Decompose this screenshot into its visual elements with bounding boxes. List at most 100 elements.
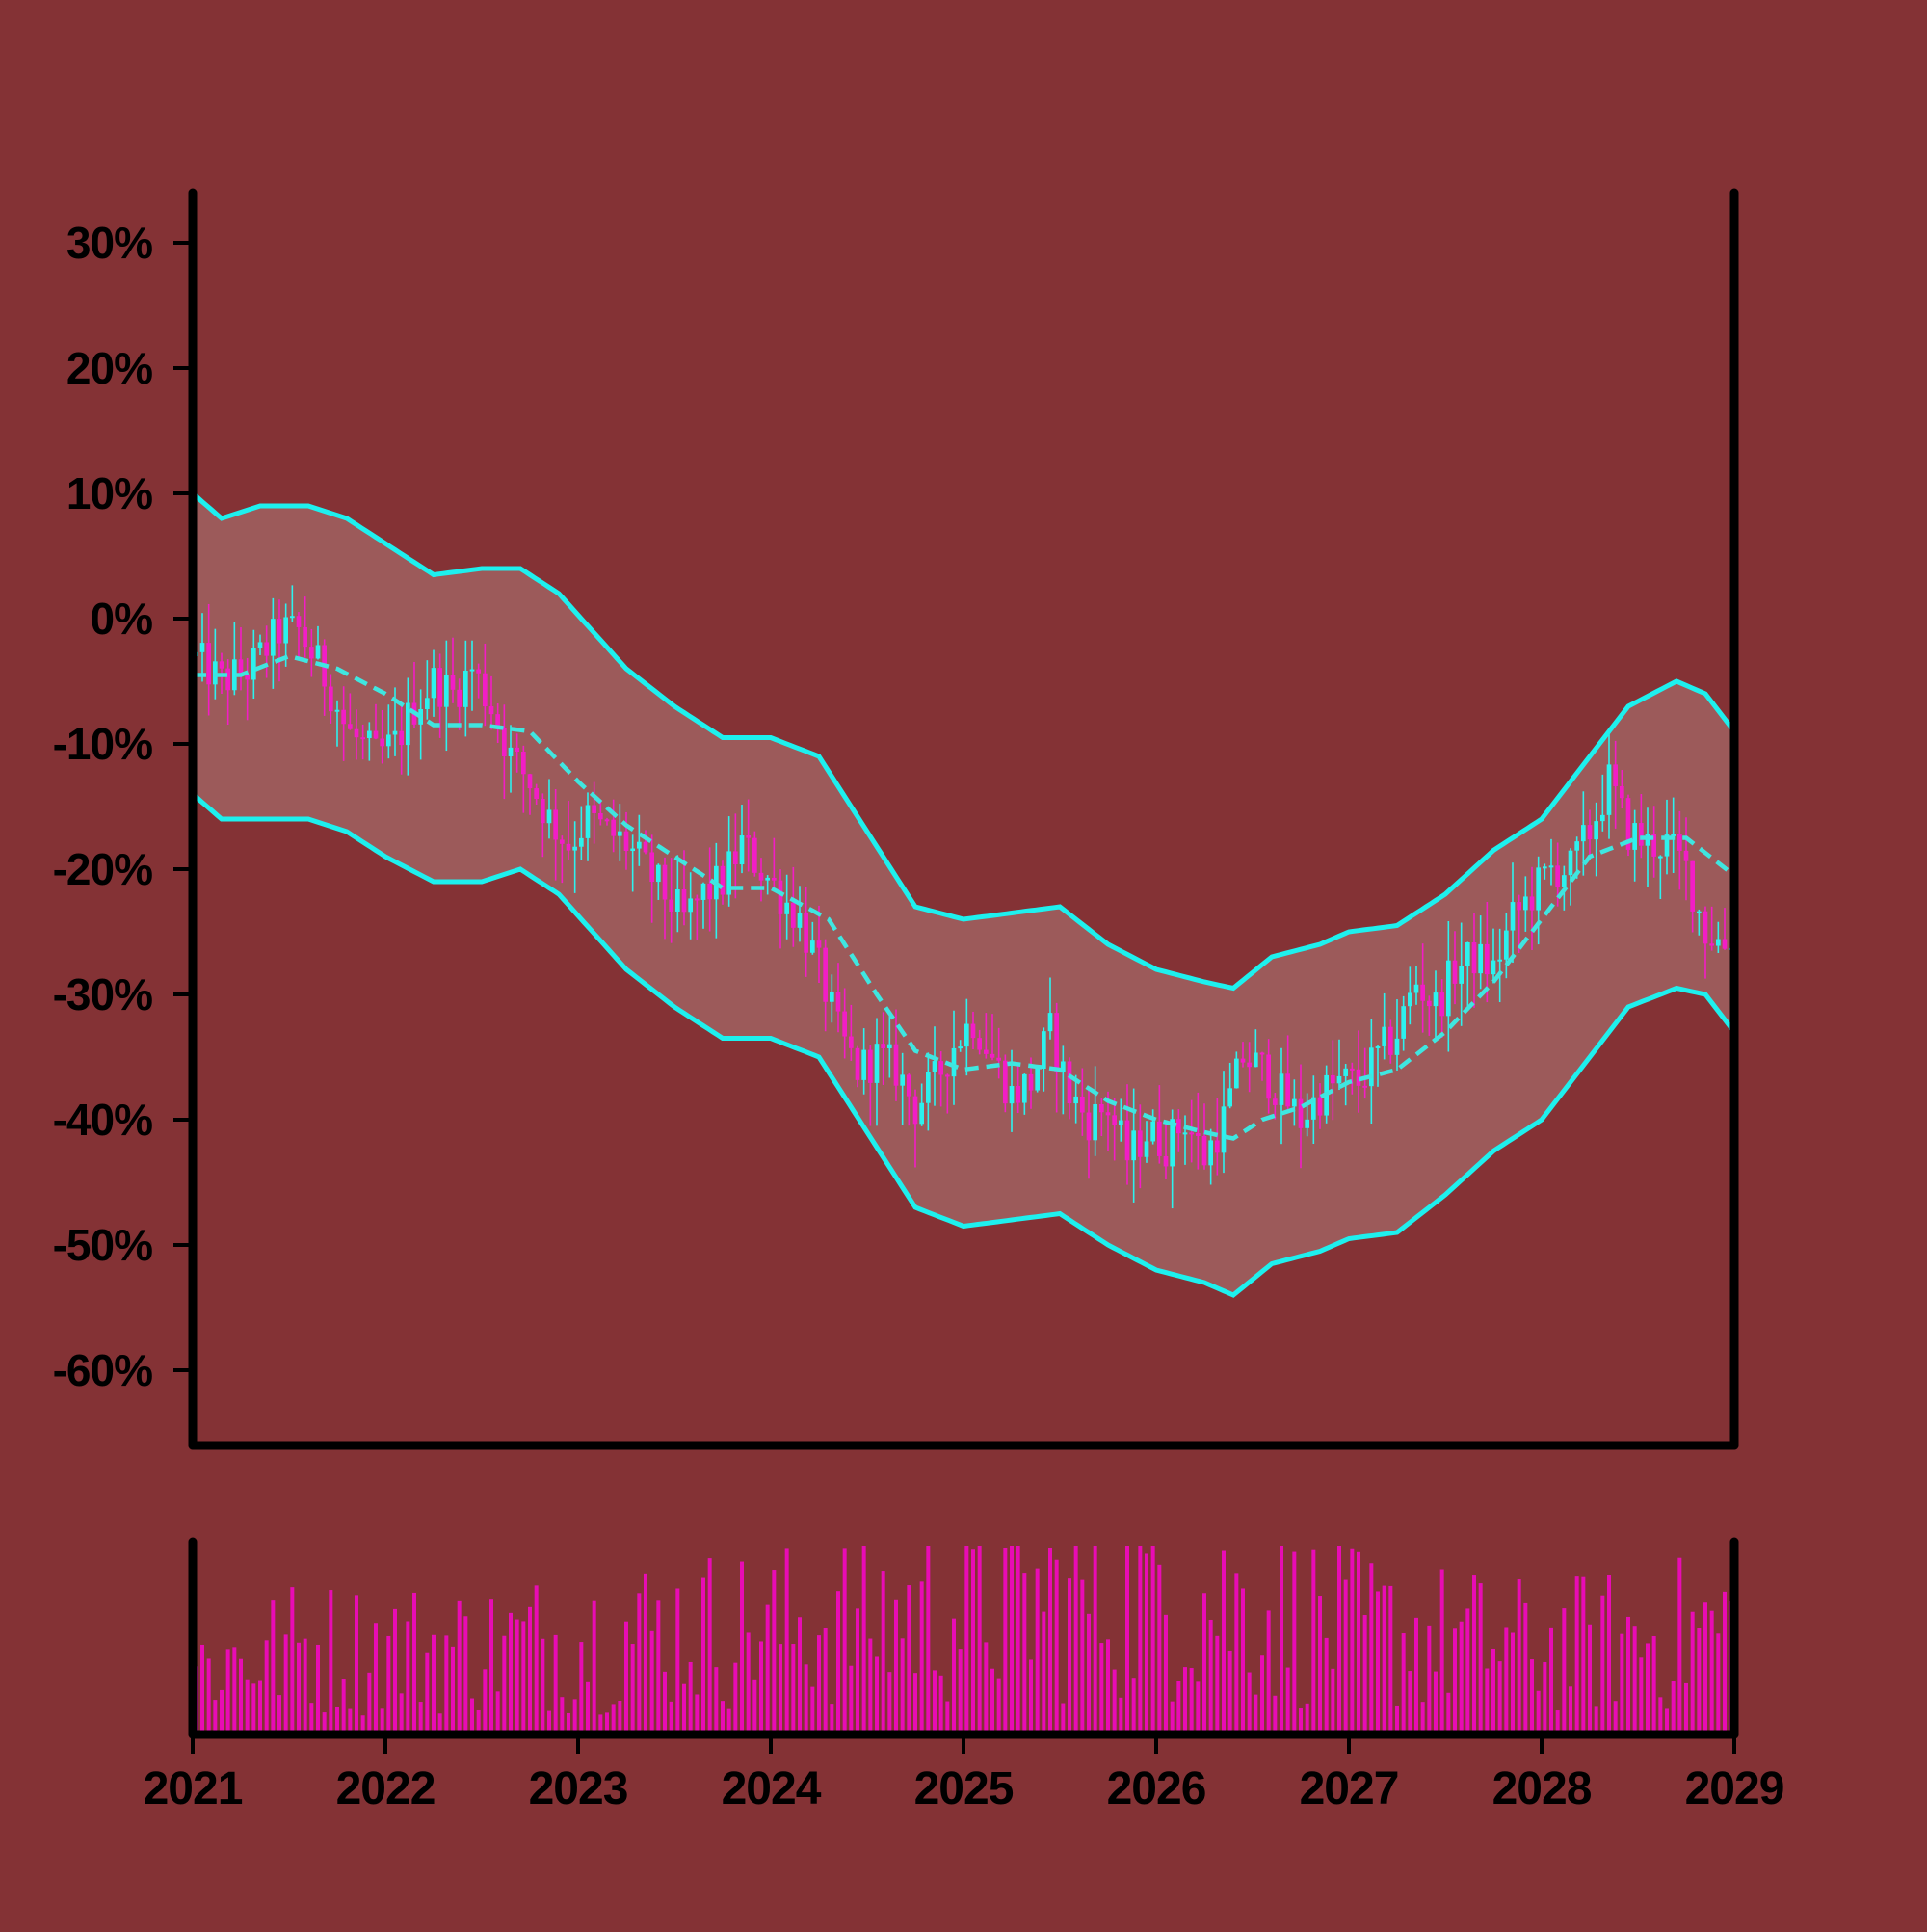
volume-bar <box>406 1621 410 1734</box>
candle-body <box>778 880 783 914</box>
volume-bar <box>919 1581 924 1734</box>
candle-body <box>1408 992 1412 1007</box>
candle-body <box>720 865 726 895</box>
candle-body <box>560 839 565 844</box>
candle-body <box>1259 1052 1265 1055</box>
volume-bar <box>1189 1668 1194 1734</box>
candle-body <box>669 899 673 913</box>
volume-bar <box>861 1546 866 1734</box>
candle-body <box>1331 1074 1335 1084</box>
volume-bar <box>297 1642 301 1734</box>
candle-body <box>1009 1086 1015 1104</box>
candle-body <box>1201 1135 1207 1166</box>
candle-body <box>951 1047 957 1077</box>
candle-body <box>830 992 834 1002</box>
candle-body <box>1471 942 1477 974</box>
candle-body <box>598 812 603 820</box>
candle-body <box>868 1049 873 1083</box>
volume-bar <box>836 1591 840 1734</box>
volume-bar <box>1362 1615 1367 1734</box>
candle-body <box>861 1049 866 1080</box>
candle-body <box>1491 960 1496 975</box>
volume-bar <box>1414 1617 1418 1734</box>
volume-bar <box>432 1634 436 1734</box>
candle-body <box>1305 1119 1309 1128</box>
candle-body <box>199 643 205 652</box>
volume-bar <box>1331 1668 1335 1734</box>
volume-bar <box>283 1634 288 1734</box>
volume-bar <box>534 1585 539 1734</box>
candle-body <box>367 730 372 738</box>
candle-body <box>849 1036 854 1048</box>
volume-bar <box>1073 1546 1078 1734</box>
candle-body <box>874 1044 880 1083</box>
volume-bar <box>1202 1593 1206 1734</box>
volume-bar <box>1196 1681 1201 1734</box>
candle-body <box>1067 1061 1072 1104</box>
candle-body <box>1574 841 1579 851</box>
candle-body <box>373 730 379 739</box>
volume-bar <box>1087 1613 1091 1734</box>
volume-bar <box>817 1635 821 1734</box>
volume-bar <box>1145 1553 1148 1734</box>
candle-body <box>238 659 244 675</box>
volume-bar <box>1620 1633 1624 1734</box>
volume-bar <box>1376 1591 1380 1734</box>
candle-body <box>1105 1112 1111 1116</box>
volume-bar <box>733 1662 738 1734</box>
volume-bar <box>958 1649 963 1734</box>
volume-bar <box>1061 1703 1066 1734</box>
candle-body <box>1722 939 1728 949</box>
candle-body <box>604 819 610 822</box>
x-tick-label: 2022 <box>336 1763 436 1814</box>
volume-bar <box>1029 1659 1033 1734</box>
candle-body <box>1388 1026 1393 1055</box>
candle-body <box>360 737 365 740</box>
candle-body <box>315 645 321 659</box>
candle-body <box>1716 939 1721 946</box>
candle-body <box>733 851 738 865</box>
candle-body <box>1080 1096 1085 1113</box>
volume-bar <box>605 1712 609 1734</box>
volume-bar <box>1337 1546 1341 1734</box>
candle-body <box>1394 1038 1400 1055</box>
volume-bar <box>309 1703 314 1734</box>
volume-bar <box>1382 1585 1386 1734</box>
volume-bar <box>1491 1648 1495 1734</box>
volume-bar <box>1511 1632 1515 1734</box>
volume-bar <box>1600 1595 1605 1734</box>
volume-bar <box>232 1647 237 1734</box>
candle-body <box>450 675 456 690</box>
candle-body <box>996 1057 1001 1061</box>
volume-bars <box>194 1546 1733 1734</box>
volume-bar <box>1215 1635 1220 1734</box>
candle-body <box>271 619 276 656</box>
volume-bar <box>663 1671 667 1734</box>
candle-body <box>784 902 789 914</box>
volume-bar <box>1594 1706 1598 1734</box>
candle-body <box>643 841 648 853</box>
volume-bar <box>1453 1628 1457 1734</box>
candle-body <box>1362 1085 1367 1088</box>
candle-body <box>495 714 500 728</box>
volume-bar <box>1569 1686 1572 1734</box>
candle-body <box>348 724 353 729</box>
volume-bar <box>1227 1650 1232 1734</box>
volume-bar <box>1504 1627 1509 1734</box>
candle-body <box>392 730 398 735</box>
candle-body <box>1163 1155 1169 1167</box>
candle-body <box>1510 902 1516 931</box>
candle-body <box>1266 1054 1271 1099</box>
volume-bar <box>1677 1557 1682 1734</box>
y-tick-label: -50% <box>53 1220 152 1270</box>
volume-bar <box>1343 1579 1348 1734</box>
x-tick-label: 2027 <box>1300 1763 1399 1814</box>
volume-bar <box>1472 1575 1476 1734</box>
candle-body <box>1543 866 1547 869</box>
volume-bar <box>1427 1625 1432 1734</box>
volume-bar <box>418 1702 423 1734</box>
candles <box>194 585 1733 1209</box>
volume-bar <box>784 1548 789 1734</box>
candle-body <box>1439 992 1444 1017</box>
candle-body <box>309 647 314 659</box>
